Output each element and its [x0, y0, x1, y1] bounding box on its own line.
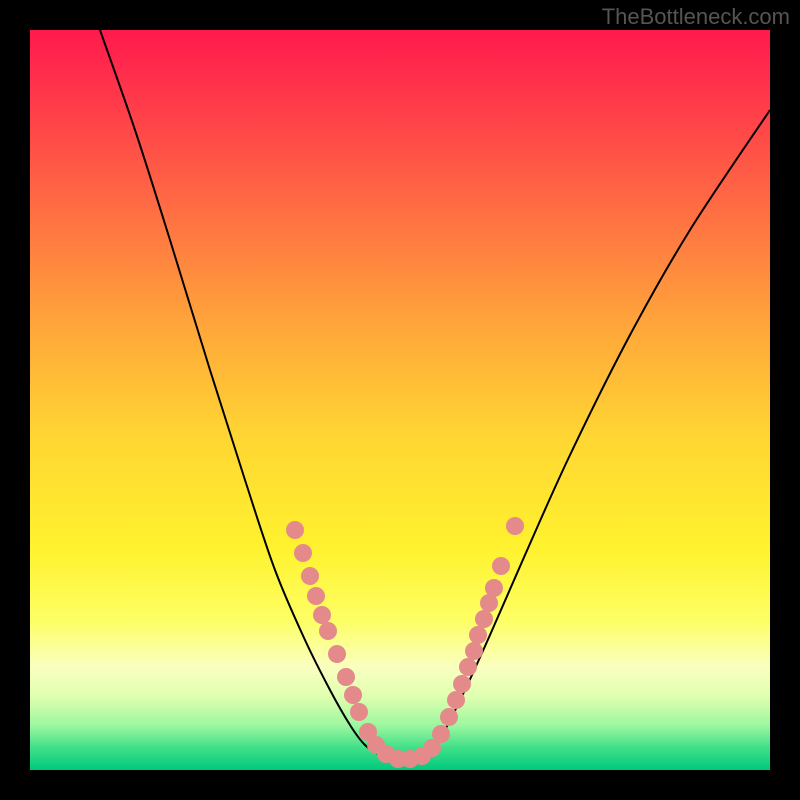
- data-marker: [328, 645, 346, 663]
- gradient-background: [30, 30, 770, 770]
- data-marker: [313, 606, 331, 624]
- data-marker: [337, 668, 355, 686]
- data-marker: [459, 658, 477, 676]
- data-marker: [307, 587, 325, 605]
- data-marker: [453, 675, 471, 693]
- watermark-text: TheBottleneck.com: [602, 4, 790, 30]
- data-marker: [294, 544, 312, 562]
- data-marker: [350, 703, 368, 721]
- data-marker: [319, 622, 337, 640]
- data-marker: [301, 567, 319, 585]
- data-marker: [485, 579, 503, 597]
- data-marker: [506, 517, 524, 535]
- data-marker: [447, 691, 465, 709]
- chart-plot-area: [30, 30, 770, 770]
- data-marker: [344, 686, 362, 704]
- bottleneck-chart: [30, 30, 770, 770]
- data-marker: [465, 642, 483, 660]
- data-marker: [286, 521, 304, 539]
- data-marker: [492, 557, 510, 575]
- data-marker: [432, 725, 450, 743]
- data-marker: [475, 610, 493, 628]
- data-marker: [469, 626, 487, 644]
- data-marker: [440, 708, 458, 726]
